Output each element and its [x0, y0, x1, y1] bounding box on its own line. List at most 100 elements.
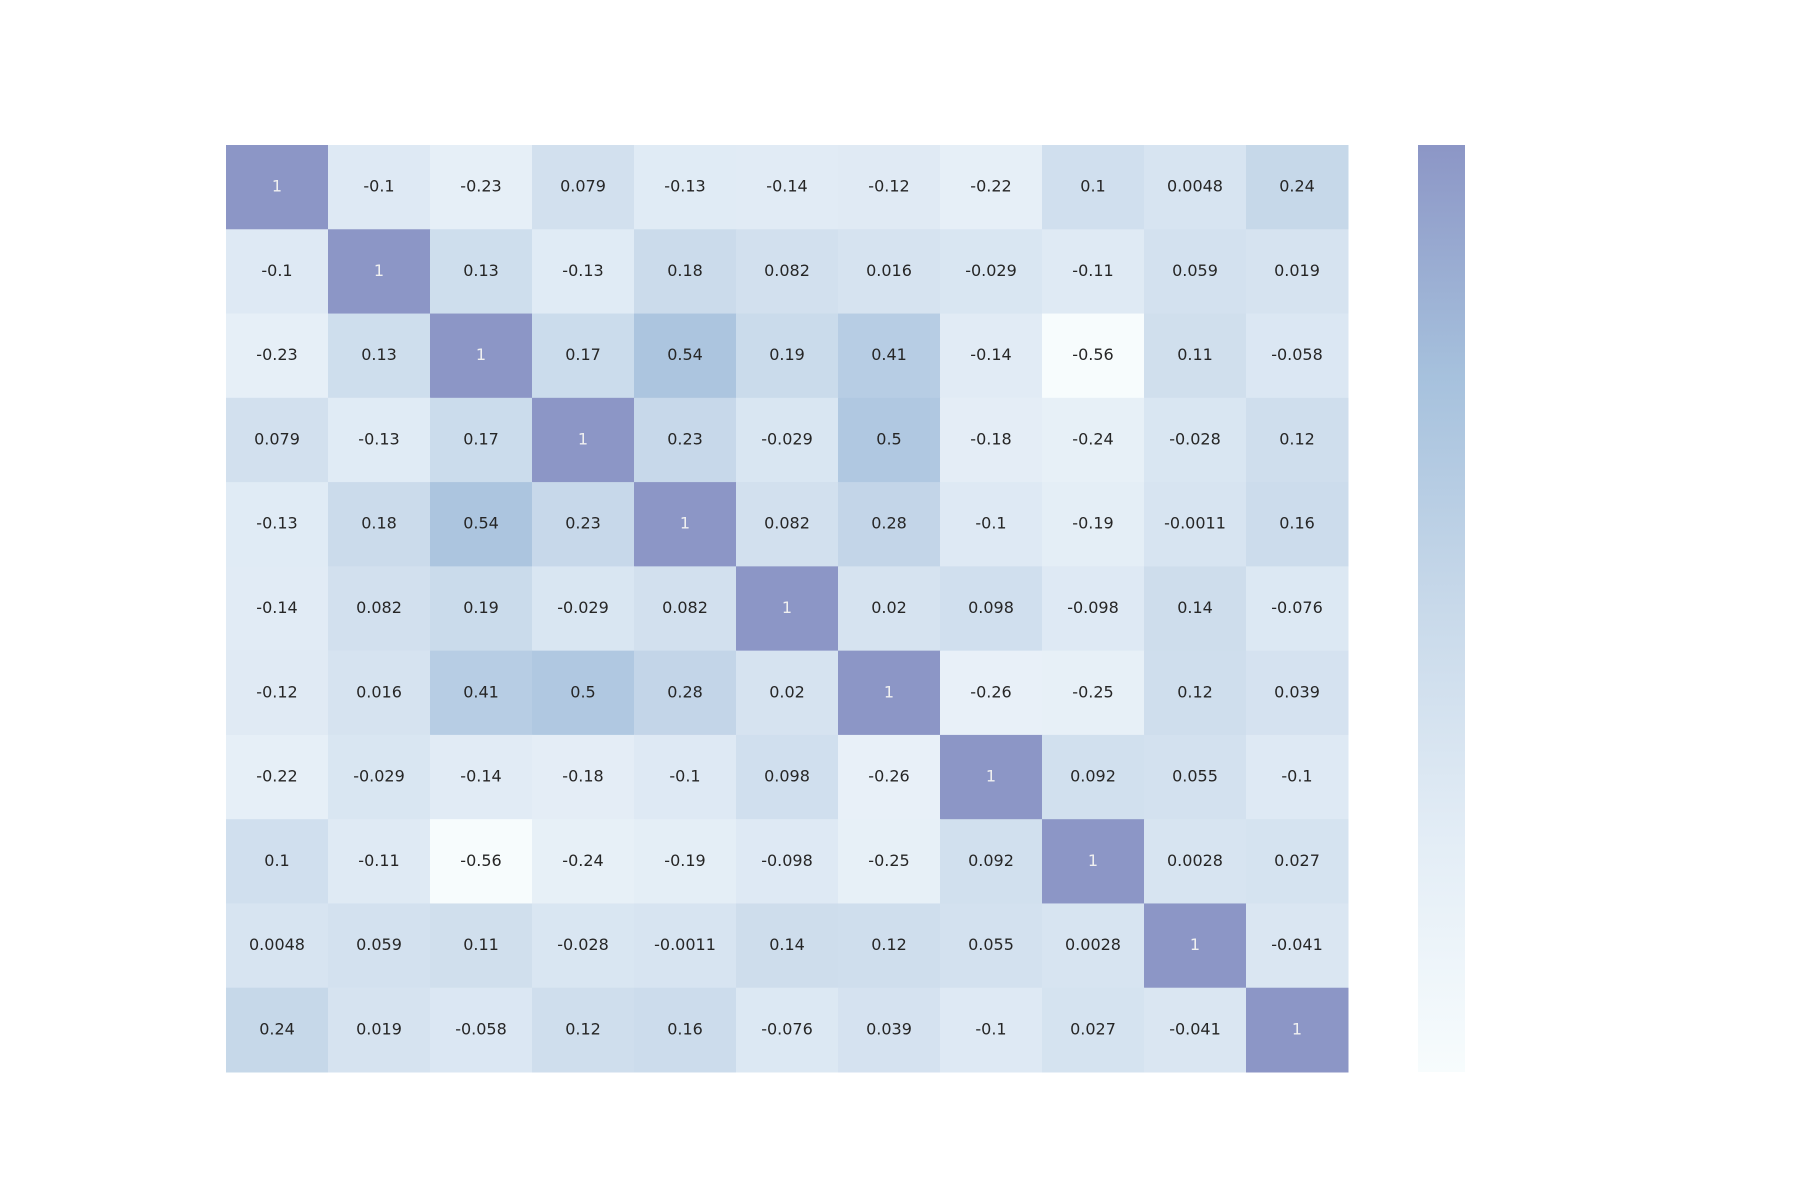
heatmap-label-r6-c4: 0.28: [667, 682, 703, 701]
heatmap-cell-r6-c3: [532, 650, 635, 736]
heatmap-label-r0-c1: -0.1: [363, 177, 394, 196]
heatmap-label-r3-c9: -0.028: [1169, 429, 1221, 448]
heatmap-label-r7-c1: -0.029: [353, 767, 405, 786]
heatmap-cell-r7-c3: [532, 734, 635, 820]
heatmap-cell-r4-c7: [940, 482, 1043, 567]
heatmap-cell-r3-c5: [736, 397, 839, 483]
heatmap-label-r0-c9: 0.0048: [1167, 177, 1223, 196]
heatmap-label-r10-c9: -0.041: [1169, 1019, 1221, 1038]
heatmap-label-r7-c9: 0.055: [1172, 767, 1218, 786]
heatmap-cell-r8-c8: [1042, 819, 1145, 904]
heatmap-label-r8-c4: -0.19: [664, 851, 705, 870]
heatmap-label-r0-c0: 1: [272, 177, 282, 196]
heatmap-cell-r7-c7: [940, 734, 1043, 820]
heatmap-cell-r0-c9: [1144, 145, 1247, 230]
heatmap-cell-r5-c6: [838, 566, 941, 652]
heatmap-label-r4-c4: 1: [680, 514, 690, 533]
heatmap-cell-r7-c1: [328, 734, 431, 820]
heatmap-label-r3-c10: 0.12: [1279, 429, 1315, 448]
heatmap-cell-r6-c8: [1042, 650, 1145, 736]
heatmap-cell-r0-c8: [1042, 145, 1145, 230]
heatmap-label-r7-c10: -0.1: [1281, 767, 1312, 786]
heatmap-label-r9-c6: 0.12: [871, 935, 907, 954]
heatmap-label-r2-c0: -0.23: [256, 345, 297, 364]
heatmap-cell-r7-c10: [1246, 734, 1349, 820]
heatmap-cell-r2-c5: [736, 313, 839, 399]
heatmap-cell-r0-c1: [328, 145, 431, 230]
heatmap-cell-r2-c1: [328, 313, 431, 399]
heatmap-label-r6-c10: 0.039: [1274, 682, 1320, 701]
heatmap-cell-r1-c4: [634, 229, 737, 315]
heatmap-label-r1-c9: 0.059: [1172, 261, 1218, 280]
heatmap-label-r1-c5: 0.082: [764, 261, 810, 280]
heatmap-cell-r1-c0: [226, 229, 329, 315]
heatmap-label-r9-c2: 0.11: [463, 935, 499, 954]
heatmap-cell-r5-c5: [736, 566, 839, 652]
heatmap-cells: [226, 145, 1349, 1073]
heatmap-label-r4-c5: 0.082: [764, 514, 810, 533]
heatmap-label-r4-c0: -0.13: [256, 514, 297, 533]
heatmap-cell-r4-c8: [1042, 482, 1145, 567]
heatmap-cell-r6-c7: [940, 650, 1043, 736]
heatmap-label-r7-c4: -0.1: [669, 767, 700, 786]
heatmap-label-r5-c7: 0.098: [968, 598, 1014, 617]
heatmap-cell-r4-c9: [1144, 482, 1247, 567]
heatmap-cell-r7-c5: [736, 734, 839, 820]
heatmap-label-r7-c7: 1: [986, 767, 996, 786]
heatmap-label-r5-c1: 0.082: [356, 598, 402, 617]
heatmap-label-r8-c1: -0.11: [358, 851, 399, 870]
heatmap-label-r9-c9: 1: [1190, 935, 1200, 954]
heatmap-label-r1-c10: 0.019: [1274, 261, 1320, 280]
heatmap-cell-r2-c8: [1042, 313, 1145, 399]
heatmap-label-r3-c7: -0.18: [970, 429, 1011, 448]
heatmap-label-r8-c6: -0.25: [868, 851, 909, 870]
heatmap-cell-r1-c5: [736, 229, 839, 315]
heatmap-label-r2-c3: 0.17: [565, 345, 601, 364]
heatmap-cell-r5-c0: [226, 566, 329, 652]
heatmap-cell-r1-c1: [328, 229, 431, 315]
heatmap-cell-r1-c7: [940, 229, 1043, 315]
heatmap-cell-r6-c0: [226, 650, 329, 736]
heatmap-cell-r0-c6: [838, 145, 941, 230]
heatmap-label-r5-c4: 0.082: [662, 598, 708, 617]
heatmap-label-r5-c3: -0.029: [557, 598, 609, 617]
heatmap-cell-r9-c5: [736, 903, 839, 989]
heatmap-label-r2-c5: 0.19: [769, 345, 805, 364]
heatmap-label-r2-c1: 0.13: [361, 345, 397, 364]
heatmap-label-r10-c1: 0.019: [356, 1019, 402, 1038]
heatmap-label-r7-c0: -0.22: [256, 767, 297, 786]
heatmap-label-r4-c3: 0.23: [565, 514, 601, 533]
heatmap-cell-r6-c2: [430, 650, 533, 736]
heatmap-cell-r10-c2: [430, 987, 533, 1073]
heatmap-cell-r6-c10: [1246, 650, 1349, 736]
heatmap-cell-r5-c8: [1042, 566, 1145, 652]
heatmap-cell-r3-c4: [634, 397, 737, 483]
heatmap-label-r8-c0: 0.1: [264, 851, 289, 870]
heatmap-label-r5-c6: 0.02: [871, 598, 907, 617]
heatmap-cell-r4-c6: [838, 482, 941, 567]
heatmap-label-r0-c5: -0.14: [766, 177, 807, 196]
heatmap-label-r6-c9: 0.12: [1177, 682, 1213, 701]
heatmap-label-r2-c2: 1: [476, 345, 486, 364]
heatmap-label-r1-c3: -0.13: [562, 261, 603, 280]
heatmap-cell-r7-c4: [634, 734, 737, 820]
heatmap-cell-r4-c10: [1246, 482, 1349, 567]
heatmap-cell-r9-c3: [532, 903, 635, 989]
heatmap-label-r7-c3: -0.18: [562, 767, 603, 786]
heatmap-label-r8-c9: 0.0028: [1167, 851, 1223, 870]
heatmap-cell-r1-c9: [1144, 229, 1247, 315]
heatmap-cell-r4-c4: [634, 482, 737, 567]
heatmap-label-r6-c2: 0.41: [463, 682, 499, 701]
heatmap-label-r3-c5: -0.029: [761, 429, 813, 448]
heatmap-cell-r7-c8: [1042, 734, 1145, 820]
heatmap-label-r8-c3: -0.24: [562, 851, 603, 870]
heatmap-label-r10-c8: 0.027: [1070, 1019, 1116, 1038]
heatmap-label-r3-c2: 0.17: [463, 429, 499, 448]
heatmap-cell-r5-c7: [940, 566, 1043, 652]
heatmap-cell-r9-c6: [838, 903, 941, 989]
heatmap-cell-r4-c1: [328, 482, 431, 567]
heatmap-label-r0-c7: -0.22: [970, 177, 1011, 196]
heatmap-cell-r3-c10: [1246, 397, 1349, 483]
heatmap-cell-r0-c7: [940, 145, 1043, 230]
heatmap-cell-r0-c10: [1246, 145, 1349, 230]
